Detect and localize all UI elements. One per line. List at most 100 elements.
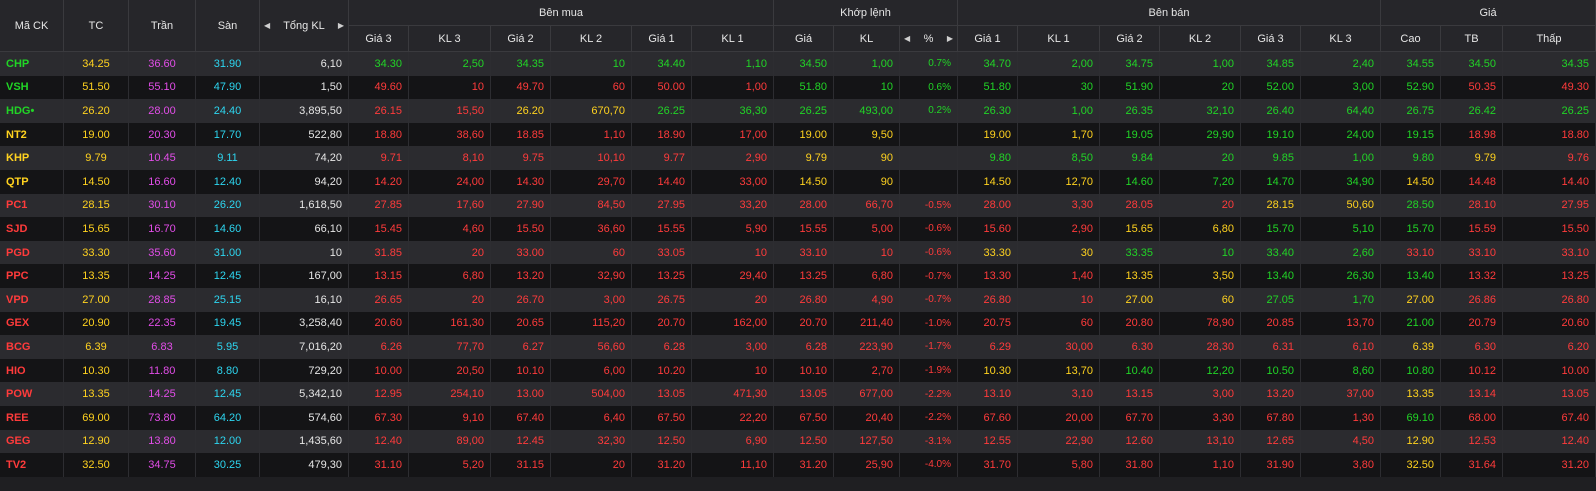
sell-gi-2-cell[interactable]: 67.70 bbox=[1100, 406, 1160, 430]
match-kl-cell[interactable]: 6,80 bbox=[834, 264, 900, 288]
total-volume-cell[interactable]: 5,342,10 bbox=[260, 382, 349, 406]
ref-price-cell[interactable]: 15.65 bbox=[64, 217, 129, 241]
buy-kl-3-cell[interactable]: 161,30 bbox=[409, 311, 491, 336]
floor-price-cell[interactable]: 31.00 bbox=[196, 240, 260, 265]
table-row[interactable] bbox=[0, 406, 1596, 430]
buy-gi-3-cell[interactable]: 26.65 bbox=[349, 288, 409, 312]
buy-gi-1-cell[interactable]: 6.28 bbox=[632, 335, 692, 359]
price-th-p-cell[interactable]: 31.20 bbox=[1503, 453, 1596, 477]
subheader-buy-kl-2[interactable]: KL 2 bbox=[551, 26, 632, 52]
buy-kl-2-cell[interactable]: 29,70 bbox=[551, 170, 632, 194]
match-kl-cell[interactable]: 5,00 bbox=[834, 217, 900, 241]
sell-kl-2-cell[interactable]: 12,20 bbox=[1160, 358, 1241, 383]
price-tb-cell[interactable]: 68.00 bbox=[1441, 406, 1503, 430]
sell-kl-3-cell[interactable]: 2,40 bbox=[1301, 52, 1381, 76]
match-kl-cell[interactable]: 20,40 bbox=[834, 406, 900, 430]
sell-gi-2-cell[interactable]: 34.75 bbox=[1100, 52, 1160, 76]
sell-kl-1-cell[interactable]: 1,70 bbox=[1018, 122, 1100, 147]
sell-kl-1-cell[interactable]: 60 bbox=[1018, 311, 1100, 336]
subheader-price-tb[interactable]: TB bbox=[1441, 26, 1503, 52]
match-kl-cell[interactable]: 211,40 bbox=[834, 311, 900, 336]
sell-gi-1-cell[interactable]: 31.70 bbox=[958, 453, 1018, 477]
buy-kl-3-cell[interactable]: 9,10 bbox=[409, 406, 491, 430]
floor-price-cell[interactable]: 14.60 bbox=[196, 217, 260, 241]
buy-kl-3-cell[interactable]: 8,10 bbox=[409, 146, 491, 170]
table-row[interactable] bbox=[0, 382, 1596, 406]
buy-kl-2-cell[interactable]: 32,90 bbox=[551, 264, 632, 288]
subheader-buy-kl-1[interactable]: KL 1 bbox=[692, 26, 774, 52]
buy-gi-3-cell[interactable]: 27.85 bbox=[349, 193, 409, 218]
sell-gi-3-cell[interactable]: 6.31 bbox=[1241, 335, 1301, 359]
buy-kl-1-cell[interactable]: 11,10 bbox=[692, 453, 774, 477]
symbol-cell[interactable]: KHP bbox=[0, 146, 64, 170]
subheader-price-th-p[interactable]: Thấp bbox=[1503, 26, 1596, 52]
subheader-buy-kl-3[interactable]: KL 3 bbox=[409, 26, 491, 52]
buy-kl-3-cell[interactable]: 20,50 bbox=[409, 358, 491, 383]
total-volume-cell[interactable]: 16,10 bbox=[260, 288, 349, 312]
floor-price-cell[interactable]: 30.25 bbox=[196, 453, 260, 477]
sell-gi-1-cell[interactable]: 20.75 bbox=[958, 311, 1018, 336]
price-tb-cell[interactable]: 10.12 bbox=[1441, 358, 1503, 383]
buy-gi-2-cell[interactable]: 20.65 bbox=[491, 311, 551, 336]
match-gi--cell[interactable]: 34.50 bbox=[774, 52, 834, 76]
buy-kl-1-cell[interactable]: 36,30 bbox=[692, 99, 774, 123]
sell-kl-1-cell[interactable]: 1,00 bbox=[1018, 99, 1100, 123]
floor-price-cell[interactable]: 8.80 bbox=[196, 358, 260, 383]
floor-price-cell[interactable]: 12.40 bbox=[196, 170, 260, 194]
sell-kl-2-cell[interactable]: 20 bbox=[1160, 146, 1241, 170]
sell-gi-1-cell[interactable]: 12.55 bbox=[958, 429, 1018, 454]
sell-gi-2-cell[interactable]: 20.80 bbox=[1100, 311, 1160, 336]
ceiling-price-cell[interactable]: 13.80 bbox=[129, 429, 196, 454]
symbol-cell[interactable]: BCG bbox=[0, 335, 64, 359]
buy-gi-3-cell[interactable]: 12.40 bbox=[349, 429, 409, 454]
price-tb-cell[interactable]: 28.10 bbox=[1441, 193, 1503, 218]
sell-kl-1-cell[interactable]: 30 bbox=[1018, 240, 1100, 265]
buy-gi-3-cell[interactable]: 14.20 bbox=[349, 170, 409, 194]
symbol-cell[interactable]: PPC bbox=[0, 264, 64, 288]
ref-price-cell[interactable]: 28.15 bbox=[64, 193, 129, 218]
subheader-match--[interactable]: ◀% ▶ bbox=[900, 26, 958, 52]
price-th-p-cell[interactable]: 15.50 bbox=[1503, 217, 1596, 241]
total-volume-cell[interactable]: 729,20 bbox=[260, 358, 349, 383]
sell-gi-1-cell[interactable]: 28.00 bbox=[958, 193, 1018, 218]
price-tb-cell[interactable]: 20.79 bbox=[1441, 311, 1503, 336]
sell-gi-2-cell[interactable]: 51.90 bbox=[1100, 75, 1160, 100]
sell-gi-3-cell[interactable]: 34.85 bbox=[1241, 52, 1301, 76]
sell-kl-3-cell[interactable]: 8,60 bbox=[1301, 358, 1381, 383]
price-th-p-cell[interactable]: 10.00 bbox=[1503, 358, 1596, 383]
total-volume-cell[interactable]: 10 bbox=[260, 240, 349, 265]
price-tb-cell[interactable]: 15.59 bbox=[1441, 217, 1503, 241]
sell-gi-2-cell[interactable]: 27.00 bbox=[1100, 288, 1160, 312]
sell-gi-2-cell[interactable]: 15.65 bbox=[1100, 217, 1160, 241]
buy-gi-1-cell[interactable]: 26.25 bbox=[632, 99, 692, 123]
sort-right-icon[interactable]: ▶ bbox=[337, 21, 344, 30]
match-gi--cell[interactable]: 33.10 bbox=[774, 240, 834, 265]
buy-kl-2-cell[interactable]: 3,00 bbox=[551, 288, 632, 312]
subheader-price-cao[interactable]: Cao bbox=[1381, 26, 1441, 52]
match---cell[interactable]: -0.6% bbox=[900, 240, 958, 265]
floor-price-cell[interactable]: 19.45 bbox=[196, 311, 260, 336]
ceiling-price-cell[interactable]: 11.80 bbox=[129, 358, 196, 383]
match-gi--cell[interactable]: 14.50 bbox=[774, 170, 834, 194]
sell-kl-1-cell[interactable]: 30 bbox=[1018, 75, 1100, 100]
buy-gi-1-cell[interactable]: 26.75 bbox=[632, 288, 692, 312]
header-ma-ck[interactable]: Mã CK bbox=[0, 0, 64, 52]
sell-gi-1-cell[interactable]: 33.30 bbox=[958, 240, 1018, 265]
buy-gi-2-cell[interactable]: 67.40 bbox=[491, 406, 551, 430]
buy-kl-3-cell[interactable]: 254,10 bbox=[409, 382, 491, 406]
sell-kl-3-cell[interactable]: 1,70 bbox=[1301, 288, 1381, 312]
total-volume-cell[interactable]: 574,60 bbox=[260, 406, 349, 430]
total-volume-cell[interactable]: 167,00 bbox=[260, 264, 349, 288]
price-th-p-cell[interactable]: 13.05 bbox=[1503, 382, 1596, 406]
ceiling-price-cell[interactable]: 22.35 bbox=[129, 311, 196, 336]
price-tb-cell[interactable]: 50.35 bbox=[1441, 75, 1503, 100]
buy-gi-3-cell[interactable]: 10.00 bbox=[349, 358, 409, 383]
buy-gi-3-cell[interactable]: 31.85 bbox=[349, 240, 409, 265]
ceiling-price-cell[interactable]: 10.45 bbox=[129, 146, 196, 170]
price-tb-cell[interactable]: 34.50 bbox=[1441, 52, 1503, 76]
buy-kl-3-cell[interactable]: 24,00 bbox=[409, 170, 491, 194]
buy-gi-2-cell[interactable]: 49.70 bbox=[491, 75, 551, 100]
buy-kl-2-cell[interactable]: 84,50 bbox=[551, 193, 632, 218]
floor-price-cell[interactable]: 12.45 bbox=[196, 264, 260, 288]
buy-gi-3-cell[interactable]: 9.71 bbox=[349, 146, 409, 170]
